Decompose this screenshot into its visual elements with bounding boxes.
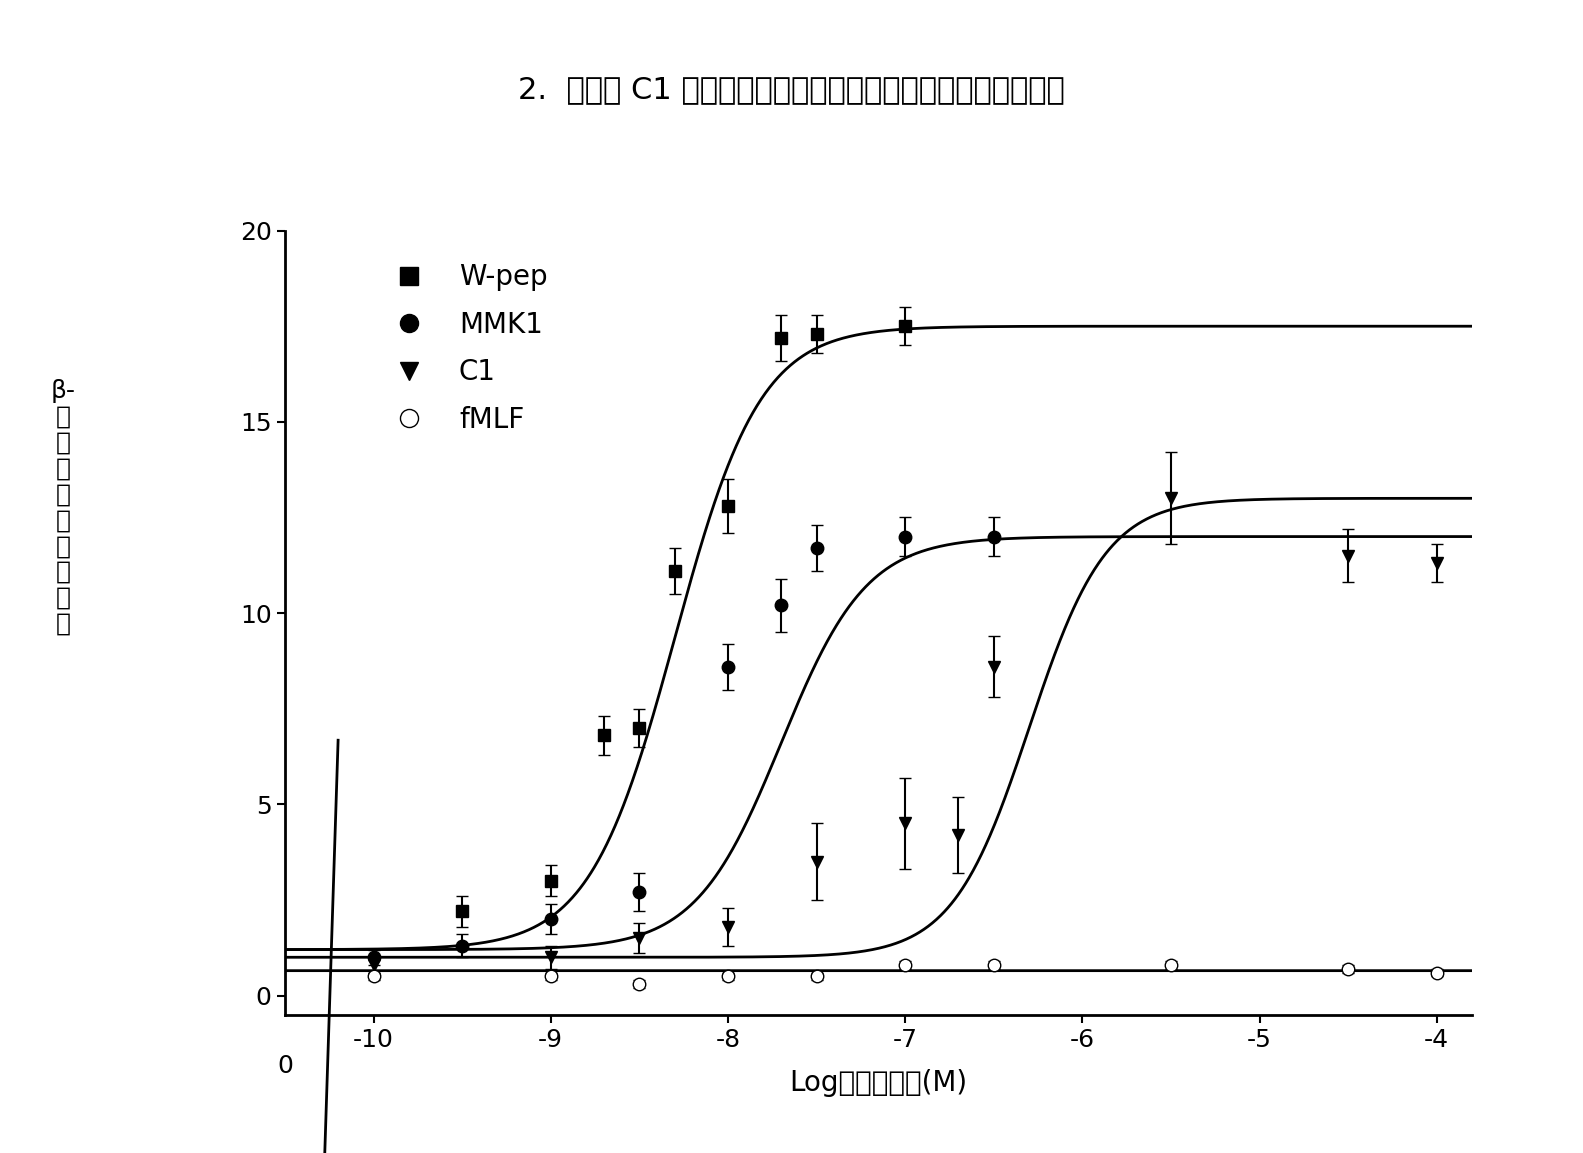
Text: β-
己
糖
苷
酶
释
放
百
分
比: β- 己 糖 苷 酶 释 放 百 分 比 bbox=[51, 379, 76, 635]
X-axis label: Log［激动剂］(M): Log［激动剂］(M) bbox=[790, 1069, 967, 1097]
Legend: W-pep, MMK1, C1, fMLF: W-pep, MMK1, C1, fMLF bbox=[370, 253, 559, 445]
Text: 0: 0 bbox=[277, 1054, 293, 1078]
Text: 2.  化合物 C1 和已知甲酰肽受体激动剂的作用强度和效应比较: 2. 化合物 C1 和已知甲酰肽受体激动剂的作用强度和效应比较 bbox=[518, 75, 1065, 104]
